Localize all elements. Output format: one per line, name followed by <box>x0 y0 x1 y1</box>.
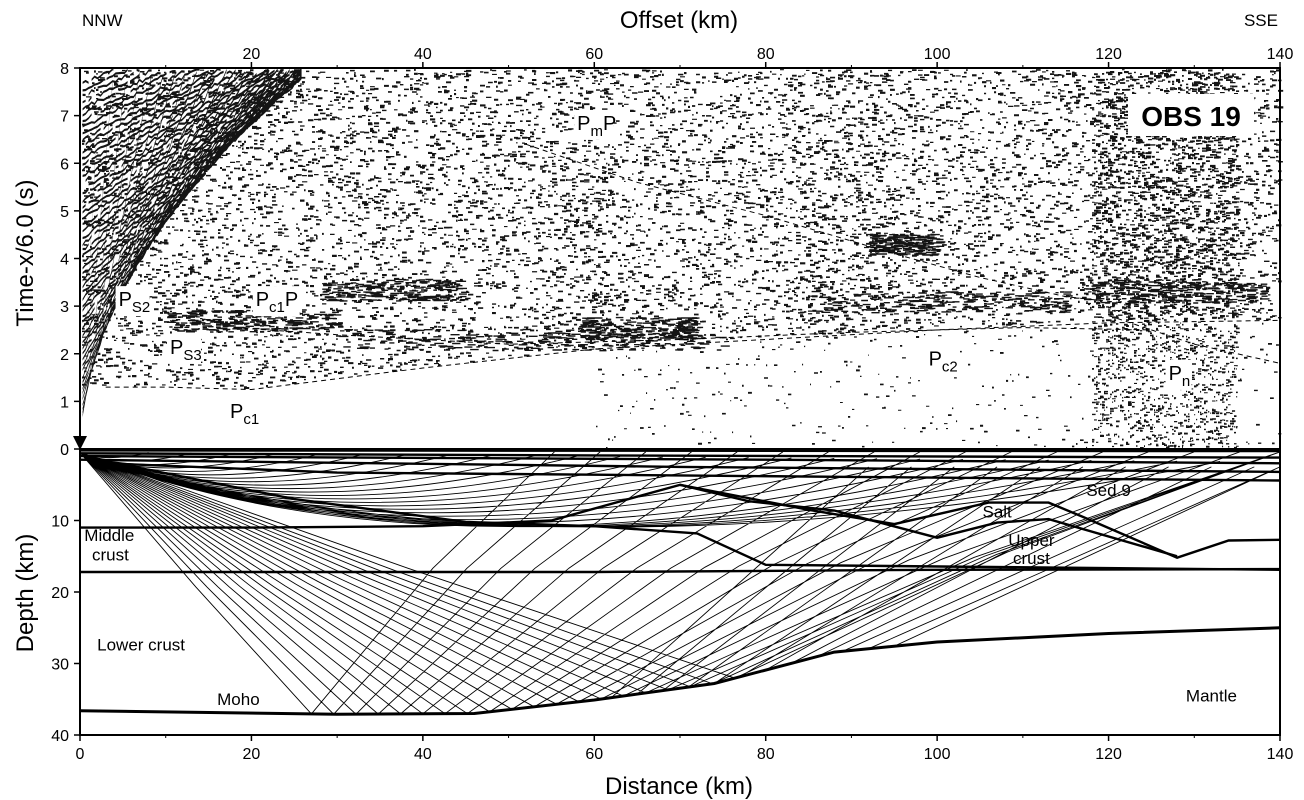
seismic-wiggle-traces <box>82 68 1284 449</box>
layer-label-mantle: Mantle <box>1186 686 1237 705</box>
station-label-box <box>1128 94 1254 136</box>
layer-boundary <box>79 626 1281 716</box>
time-tick-label: 7 <box>60 109 69 126</box>
phase-label-bg <box>1165 359 1192 390</box>
layer-label-middle_crust_1: Middle <box>84 526 134 545</box>
time-tick-label: 8 <box>60 61 69 78</box>
phase-label-bg <box>252 286 300 317</box>
layer-boundary <box>79 458 1281 474</box>
time-tick-label: 3 <box>60 299 69 316</box>
layer-boundary <box>80 567 1281 574</box>
traveltime-curve-Pn <box>1108 315 1281 364</box>
depth-axis-title: Depth (km) <box>12 534 39 653</box>
offset-tick-label: 20 <box>243 46 261 63</box>
layer-boundaries <box>79 449 1281 716</box>
layer-boundary <box>80 483 1281 559</box>
phase-label-c1: Pc1P <box>256 289 299 316</box>
layer-boundary <box>79 454 1281 465</box>
distance-tick-label: 120 <box>1095 746 1122 763</box>
depth-tick-label: 40 <box>51 728 69 745</box>
distance-tick-label: 40 <box>414 746 432 763</box>
picked-traveltime-curves <box>105 143 1281 391</box>
offset-tick-label: 120 <box>1095 46 1122 63</box>
distance-tick-label: 140 <box>1267 746 1294 763</box>
record-section-ticks: 20 40 60 80 100 120 140 0 1 2 3 4 5 6 7 8 <box>60 46 1293 459</box>
station-label: OBS 19 <box>1141 101 1241 132</box>
phase-label-m: PmP <box>577 113 616 140</box>
layer-label-upper_crust_2: crust <box>1013 549 1050 568</box>
distance-tick-label: 60 <box>585 746 603 763</box>
offset-tick-label: 140 <box>1267 46 1294 63</box>
time-tick-label: 6 <box>60 156 69 173</box>
top-axis-title: Offset (km) <box>620 7 738 34</box>
layer-boundary <box>79 452 1281 459</box>
distance-tick-label: 20 <box>243 746 261 763</box>
distance-tick-label: 80 <box>757 746 775 763</box>
layer-boundary <box>79 449 1281 453</box>
layer-label-lower_crust: Lower crust <box>97 636 185 655</box>
phase-label-n: Pn <box>1169 363 1191 390</box>
distance-tick-label: 100 <box>924 746 951 763</box>
phase-label-c2: Pc2 <box>929 349 958 376</box>
phase-label-S3: PS3 <box>170 337 202 364</box>
layer-label-upper_crust_1: Upper <box>1008 531 1055 550</box>
layer-boundary <box>105 462 1281 482</box>
offset-tick-label: 60 <box>585 46 603 63</box>
offset-tick-label: 100 <box>924 46 951 63</box>
depth-tick-label: 10 <box>51 514 69 531</box>
time-tick-label: 0 <box>60 442 69 459</box>
phase-label-bg <box>115 286 150 317</box>
distance-tick-label: 0 <box>76 746 85 763</box>
offset-tick-label: 80 <box>757 46 775 63</box>
phase-label-c1: Pc1 <box>230 401 259 428</box>
layer-label-sed9: Sed.9 <box>1086 481 1130 500</box>
obs-station-marker <box>73 436 87 450</box>
layer-boundary <box>122 463 1281 571</box>
phase-label-bg <box>574 109 614 140</box>
phase-label-S2: PS2 <box>119 289 151 316</box>
phase-label-bg <box>167 333 201 364</box>
phase-label-bg <box>925 345 960 376</box>
phase-label-bg <box>227 398 261 429</box>
ray-diagram-ticks: 0 20 40 60 80 100 120 140 10 20 30 40 <box>51 514 1293 764</box>
depth-tick-label: 30 <box>51 657 69 674</box>
time-axis-title: Time-x/6.0 (s) <box>12 179 39 326</box>
time-tick-label: 1 <box>60 394 69 411</box>
corner-label-nnw: NNW <box>82 11 123 30</box>
seismic-texture <box>82 68 1284 449</box>
bottom-axis-title: Distance (km) <box>605 773 753 800</box>
time-tick-label: 2 <box>60 347 69 364</box>
layer-label-middle_crust_2: crust <box>92 546 129 565</box>
layer-boundary <box>679 483 1178 558</box>
offset-tick-label: 40 <box>414 46 432 63</box>
time-tick-label: 5 <box>60 204 69 221</box>
layer-label-salt: Salt <box>982 503 1012 522</box>
layer-label-moho: Moho <box>217 690 260 709</box>
depth-tick-label: 20 <box>51 585 69 602</box>
traveltime-curve-Pc1P <box>234 327 1152 345</box>
traveltime-curve-Pc1 <box>105 319 1281 391</box>
record-section-panel: PS2 PS3 Pc1P Pc1 PmP Pc2 Pn 20 40 60 80 100 120 140 0… <box>60 46 1293 459</box>
time-tick-label: 4 <box>60 252 69 269</box>
phase-labels: PS2 PS3 Pc1P Pc1 PmP Pc2 Pn <box>115 109 1192 429</box>
corner-label-sse: SSE <box>1244 11 1278 30</box>
traveltime-curve-PmP <box>525 143 1152 307</box>
